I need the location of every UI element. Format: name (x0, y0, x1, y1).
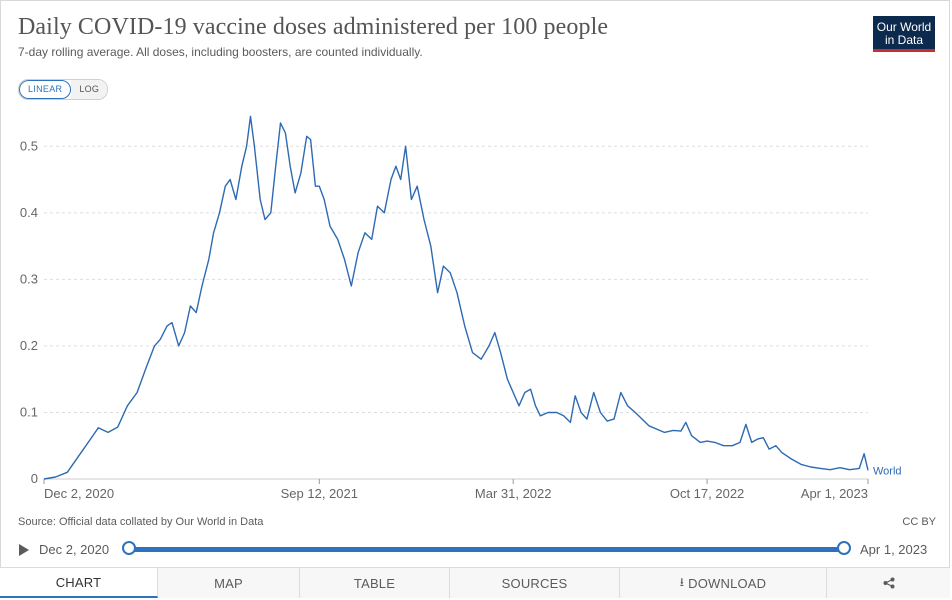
source-note: Source: Official data collated by Our Wo… (18, 516, 264, 528)
tab-chart[interactable]: CHART (0, 568, 158, 598)
scale-toggle: LINEAR LOG (18, 79, 109, 100)
tab-chart-label: CHART (55, 574, 102, 590)
x-tick-label: Mar 31, 2022 (475, 486, 552, 501)
y-tick-label: 0.1 (20, 404, 38, 419)
tab-share[interactable] (827, 568, 950, 598)
log-scale-button[interactable]: LOG (71, 80, 108, 99)
download-icon: ⭳ (679, 574, 685, 589)
tab-map[interactable]: MAP (158, 568, 300, 598)
timeline-track[interactable] (129, 547, 845, 552)
tab-table-label: TABLE (353, 575, 396, 591)
timeline-end-handle[interactable] (837, 541, 851, 555)
x-tick-label: Oct 17, 2022 (670, 486, 744, 501)
tab-download[interactable]: ⭳ DOWNLOAD (620, 568, 827, 598)
tab-download-label: DOWNLOAD (688, 575, 767, 591)
tab-sources[interactable]: SOURCES (450, 568, 620, 598)
play-icon[interactable] (19, 544, 29, 556)
x-tick-label: Dec 2, 2020 (44, 486, 114, 501)
linear-scale-button[interactable]: LINEAR (19, 80, 72, 99)
timeline: Dec 2, 2020 Apr 1, 2023 (0, 536, 952, 564)
timeline-end-label: Apr 1, 2023 (860, 542, 928, 557)
x-tick-label: Apr 1, 2023 (801, 486, 868, 501)
tab-bar: CHART MAP TABLE SOURCES ⭳ DOWNLOAD (0, 567, 950, 598)
tab-table[interactable]: TABLE (300, 568, 450, 598)
logo-text: Our World in Data (876, 20, 932, 47)
y-tick-label: 0.3 (20, 271, 38, 286)
y-tick-label: 0 (31, 471, 38, 486)
owid-logo[interactable]: Our World in Data (873, 16, 935, 52)
y-tick-label: 0.5 (20, 138, 38, 153)
y-tick-label: 0.2 (20, 338, 38, 353)
tab-map-label: MAP (214, 575, 243, 591)
chart-subtitle: 7-day rolling average. All doses, includ… (18, 45, 423, 59)
y-tick-label: 0.4 (20, 205, 38, 220)
license-link[interactable]: CC BY (902, 516, 936, 528)
tab-sources-label: SOURCES (501, 575, 568, 591)
timeline-start-handle[interactable] (122, 541, 136, 555)
line-chart: 0 0.1 0.2 0.3 0.4 0.5 Dec 2, 2020 Sep 12, 2021… (20, 115, 902, 501)
timeline-start-label: Dec 2, 2020 (39, 542, 110, 557)
share-icon (883, 577, 894, 589)
chart-title: Daily COVID-19 vaccine doses administere… (18, 14, 609, 40)
series-label: World (873, 465, 902, 477)
x-tick-label: Sep 12, 2021 (281, 486, 358, 501)
series-line-world[interactable] (43, 115, 869, 480)
